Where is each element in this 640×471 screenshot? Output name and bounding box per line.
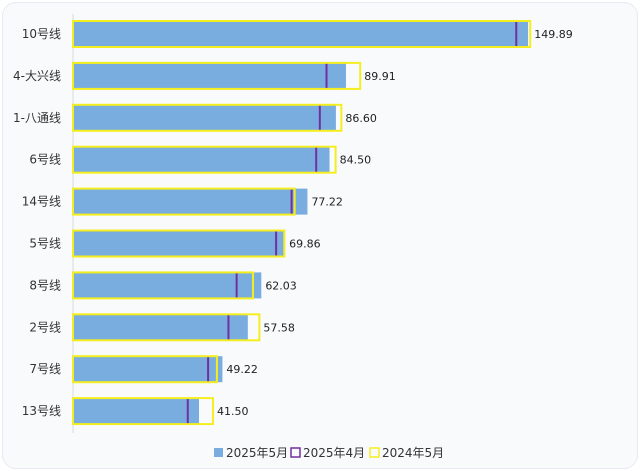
legend-swatch-2025-05 bbox=[214, 448, 223, 457]
data-label: 149.89 bbox=[534, 28, 573, 41]
bar-2025-05 bbox=[73, 314, 248, 341]
bar-outline-2024-05 bbox=[72, 20, 532, 48]
legend-label: 2024年5月 bbox=[382, 446, 444, 460]
bar-2025-05 bbox=[73, 62, 346, 89]
category-label: 4-大兴线 bbox=[13, 69, 61, 83]
category-label: 7号线 bbox=[29, 362, 61, 376]
data-label: 77.22 bbox=[311, 196, 343, 209]
data-label: 69.86 bbox=[289, 238, 321, 251]
category-label: 2号线 bbox=[29, 320, 61, 334]
data-label: 84.50 bbox=[340, 154, 372, 167]
category-label: 10号线 bbox=[22, 27, 61, 41]
data-label: 62.03 bbox=[265, 279, 297, 292]
horizontal-bar-chart: 10号线 149.89 4-大兴线 89.91 1-八通线 86.60 6号线 84.50 14… bbox=[13, 14, 573, 460]
bar-outline-2024-05 bbox=[72, 145, 337, 174]
category-label: 5号线 bbox=[29, 237, 61, 251]
data-label: 57.58 bbox=[263, 321, 295, 334]
bar-outline-2024-05 bbox=[72, 271, 255, 300]
data-label: 86.60 bbox=[345, 112, 377, 125]
legend-label: 2025年4月 bbox=[303, 446, 365, 460]
bar-outline-2024-05 bbox=[72, 229, 286, 258]
bar-2025-05 bbox=[73, 230, 286, 257]
bar-outline-2024-05 bbox=[72, 187, 296, 216]
bar-2025-05 bbox=[73, 272, 262, 299]
category-label: 8号线 bbox=[29, 278, 61, 292]
legend-label: 2025年5月 bbox=[226, 446, 288, 460]
bar-2025-05 bbox=[73, 398, 199, 425]
bar-2025-05 bbox=[73, 104, 336, 131]
category-label: 6号线 bbox=[29, 153, 61, 167]
data-label: 89.91 bbox=[364, 70, 396, 83]
data-label: 41.50 bbox=[217, 405, 249, 418]
category-label: 13号线 bbox=[22, 404, 61, 418]
bar-2025-05 bbox=[73, 356, 223, 383]
bar-outline-2024-05 bbox=[72, 397, 214, 426]
bar-2025-05 bbox=[73, 21, 529, 47]
data-label: 49.22 bbox=[226, 363, 258, 376]
bar-2025-05 bbox=[73, 188, 308, 215]
bar-outline-2024-05 bbox=[72, 61, 362, 90]
bar-2025-05 bbox=[73, 146, 330, 173]
bar-outline-2024-05 bbox=[72, 103, 343, 132]
bar-outline-2024-05 bbox=[72, 355, 218, 384]
legend-swatch-2024-05 bbox=[369, 447, 380, 458]
category-label: 1-八通线 bbox=[13, 111, 61, 125]
legend-swatch-2025-04 bbox=[290, 447, 301, 458]
category-label: 14号线 bbox=[22, 195, 61, 209]
bar-outline-2024-05 bbox=[72, 313, 261, 342]
